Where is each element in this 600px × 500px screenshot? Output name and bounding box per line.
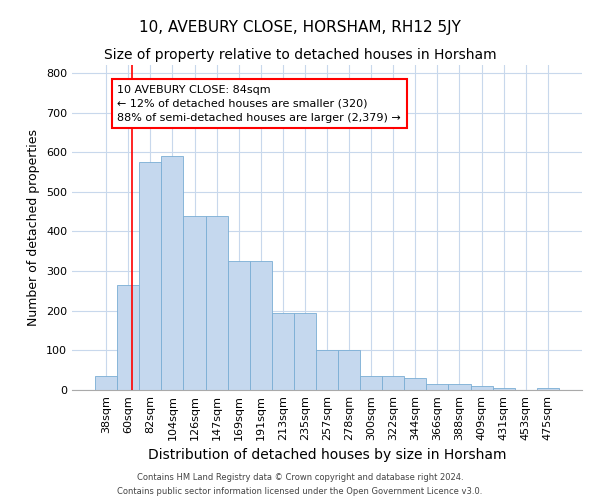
Bar — [338, 350, 360, 390]
Y-axis label: Number of detached properties: Number of detached properties — [28, 129, 40, 326]
Bar — [227, 261, 250, 390]
Bar — [250, 261, 272, 390]
Bar — [294, 312, 316, 390]
Text: Size of property relative to detached houses in Horsham: Size of property relative to detached ho… — [104, 48, 496, 62]
Bar — [448, 384, 470, 390]
Bar — [470, 386, 493, 390]
Text: 10, AVEBURY CLOSE, HORSHAM, RH12 5JY: 10, AVEBURY CLOSE, HORSHAM, RH12 5JY — [139, 20, 461, 35]
Bar — [139, 162, 161, 390]
Bar — [382, 376, 404, 390]
Bar — [427, 384, 448, 390]
Bar — [537, 388, 559, 390]
Text: Contains HM Land Registry data © Crown copyright and database right 2024.: Contains HM Land Registry data © Crown c… — [137, 473, 463, 482]
Bar — [404, 378, 427, 390]
X-axis label: Distribution of detached houses by size in Horsham: Distribution of detached houses by size … — [148, 448, 506, 462]
Bar — [272, 312, 294, 390]
Bar — [493, 388, 515, 390]
Bar — [95, 376, 117, 390]
Bar — [117, 285, 139, 390]
Bar — [184, 216, 206, 390]
Text: 10 AVEBURY CLOSE: 84sqm
← 12% of detached houses are smaller (320)
88% of semi-d: 10 AVEBURY CLOSE: 84sqm ← 12% of detache… — [117, 85, 401, 123]
Bar — [161, 156, 184, 390]
Bar — [206, 216, 227, 390]
Bar — [360, 376, 382, 390]
Text: Contains public sector information licensed under the Open Government Licence v3: Contains public sector information licen… — [118, 486, 482, 496]
Bar — [316, 350, 338, 390]
